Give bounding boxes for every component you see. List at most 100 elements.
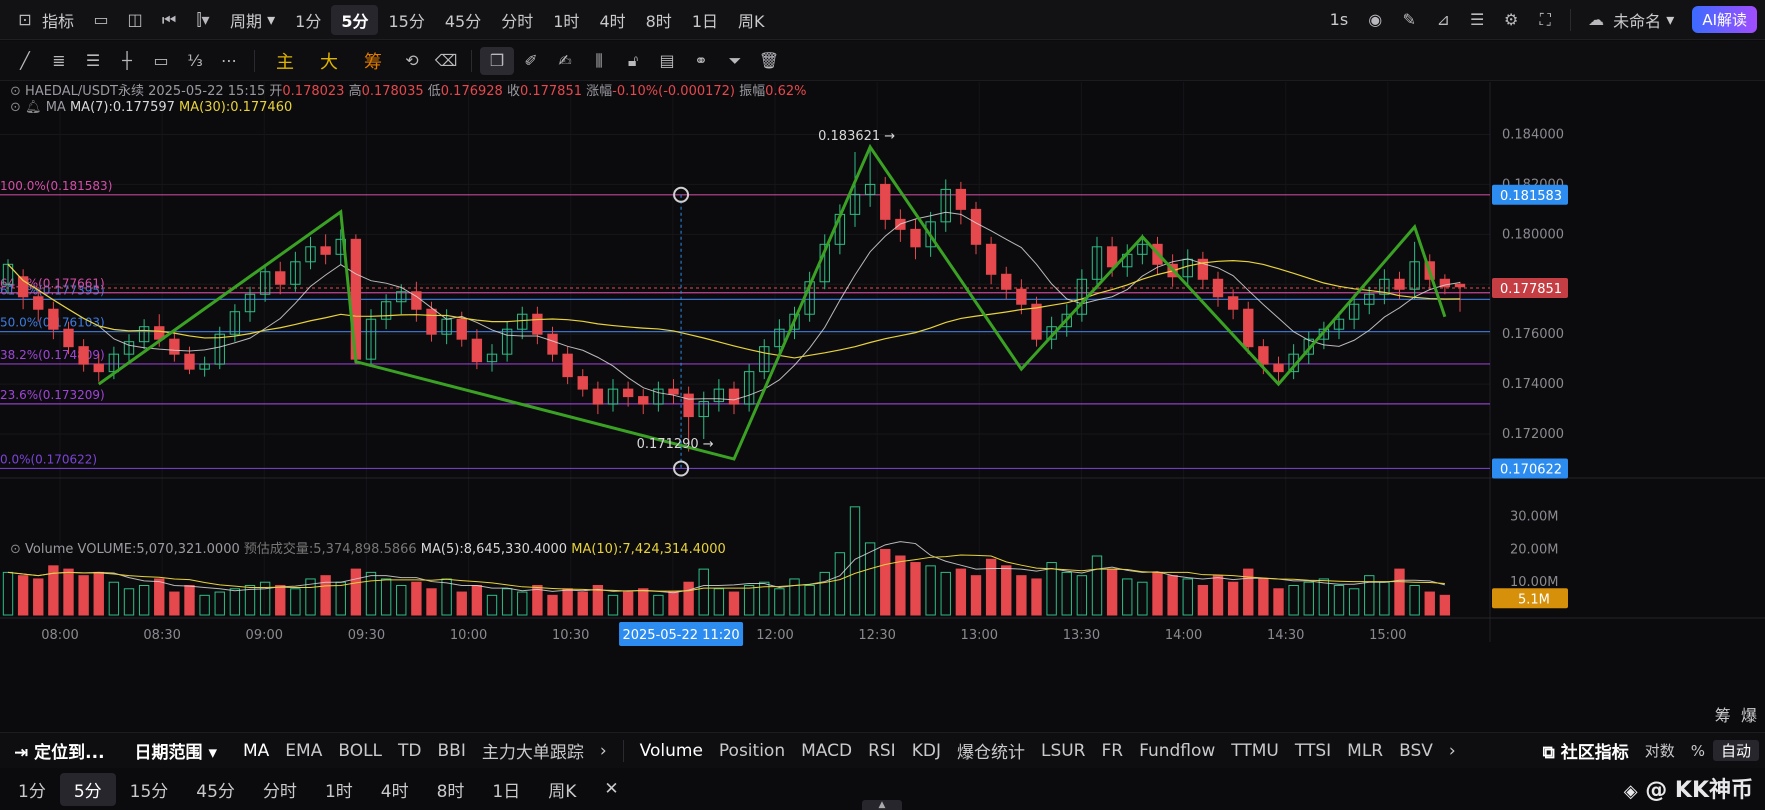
candle-body <box>1258 346 1269 365</box>
link-icon[interactable]: ⚭ <box>694 50 708 70</box>
big-order-toggle[interactable]: 大 <box>320 51 338 73</box>
top-timeframe-tab-5[interactable]: 1时 <box>553 11 580 31</box>
auto-toggle[interactable]: 自动 <box>1712 740 1759 761</box>
chip-side-toggle[interactable]: 筹 <box>1714 706 1731 725</box>
sub-indicator-3[interactable]: RSI <box>868 740 896 761</box>
candles-icon[interactable]: ⫼ <box>595 50 603 70</box>
rectangle-icon[interactable]: ▭ <box>153 50 169 70</box>
sub-indicator-9[interactable]: TTMU <box>1231 740 1279 761</box>
main-indicator-0[interactable]: MA <box>243 740 270 761</box>
timeframe-tabs: 1分 5分 15分 45分 分时 1时 4时 8时 1日 周K <box>285 0 774 40</box>
magnet-icon[interactable]: ⟲ <box>405 50 419 70</box>
indicator-icon[interactable]: ⊡ <box>18 9 32 29</box>
close-icon[interactable]: ✕ <box>604 779 619 799</box>
collapse-icon[interactable]: ⊙ <box>10 84 21 99</box>
main-indicator-3[interactable]: TD <box>398 740 422 761</box>
top-timeframe-tab-7[interactable]: 8时 <box>645 11 672 31</box>
top-timeframe-tab-6[interactable]: 4时 <box>599 11 626 31</box>
bottom-timeframe-tab-0[interactable]: 1分 <box>18 781 46 802</box>
chip-toggle[interactable]: 筹 <box>364 51 382 73</box>
bottom-timeframe-tab-3[interactable]: 45分 <box>196 781 235 802</box>
top-timeframe-tab-4[interactable]: 分时 <box>501 11 534 31</box>
replay-icon[interactable]: ⏮ <box>161 9 177 29</box>
log-toggle[interactable]: 对数 <box>1644 742 1675 760</box>
bottom-timeframe-tab-4[interactable]: 分时 <box>262 781 297 802</box>
edit-note-icon[interactable]: ▤ <box>659 50 675 70</box>
sub-indicator-11[interactable]: MLR <box>1347 740 1384 761</box>
layout-icon[interactable]: ◫ <box>127 9 143 29</box>
indicator-button[interactable]: 指标 <box>42 11 75 31</box>
sub-indicator-7[interactable]: FR <box>1101 740 1124 761</box>
list-icon[interactable]: ☰ <box>1470 9 1485 29</box>
eraser-icon[interactable]: ⌫ <box>434 50 458 70</box>
bottom-timeframe-tab-6[interactable]: 4时 <box>380 781 409 802</box>
sub-indicator-8[interactable]: Fundflow <box>1139 740 1216 761</box>
top-timeframe-tab-2[interactable]: 15分 <box>388 11 425 31</box>
ruler-icon[interactable]: ✐ <box>524 50 538 70</box>
community-indicators-button[interactable]: ⧉ 社区指标 <box>1542 743 1629 763</box>
bookmark-icon[interactable]: ❒ <box>480 46 514 75</box>
bottom-timeframe-tab-5[interactable]: 1时 <box>324 781 353 802</box>
alert-icon[interactable]: ⊿ <box>1436 9 1450 29</box>
percent-toggle[interactable]: % <box>1690 741 1705 760</box>
main-more-icon[interactable]: › <box>599 740 607 761</box>
burst-side-toggle[interactable]: 爆 <box>1740 706 1757 725</box>
main-indicator-1[interactable]: EMA <box>285 740 323 761</box>
settings-icon[interactable]: ⚙ <box>1504 9 1519 29</box>
ai-button[interactable]: AI解读 <box>1692 6 1757 33</box>
collapse-icon[interactable]: ⊙ <box>10 542 21 557</box>
filter-icon[interactable]: ⏷ <box>728 50 742 70</box>
crossline-icon[interactable]: ┼ <box>122 50 132 70</box>
sub-indicator-4[interactable]: KDJ <box>911 740 941 761</box>
brush-icon[interactable]: ✍ <box>558 50 572 70</box>
candlestick-chart[interactable]: 100.0%(0.181583)61.8%(0.177395)64.4%(0.1… <box>0 82 1765 722</box>
sub-indicator-6[interactable]: LSUR <box>1040 740 1086 761</box>
sub-indicator-12[interactable]: BSV <box>1399 740 1433 761</box>
top-timeframe-tab-0[interactable]: 1分 <box>295 11 322 31</box>
candle-type-icon[interactable]: ⫿▾ <box>196 9 210 29</box>
period-dropdown[interactable]: 周期 ▾ <box>220 0 285 40</box>
lock-icon[interactable]: 🔓︎ <box>627 50 639 70</box>
main-indicator-5[interactable]: 主力大单跟踪 <box>481 743 584 763</box>
sub-indicator-1[interactable]: Position <box>718 740 786 761</box>
main-chart-toggle[interactable]: 主 <box>276 51 294 73</box>
collapse-panel-handle[interactable]: ▲ <box>862 800 902 810</box>
bottom-timeframe-tab-8[interactable]: 1日 <box>492 781 521 802</box>
volume-tick-label: 20.00M <box>1510 542 1558 557</box>
parallel-lines-icon[interactable]: ≣ <box>52 50 66 70</box>
trendline-icon[interactable]: ╱ <box>20 50 30 70</box>
sub-indicator-2[interactable]: MACD <box>801 740 853 761</box>
sub-indicator-5[interactable]: 爆仓统计 <box>956 743 1025 763</box>
top-timeframe-tab-8[interactable]: 1日 <box>691 11 718 31</box>
bottom-timeframe-tab-7[interactable]: 8时 <box>436 781 465 802</box>
cloud-icon[interactable]: ☁ <box>1588 9 1605 29</box>
date-range-dropdown[interactable]: 日期范围 ▾ <box>134 743 217 763</box>
sub-indicator-10[interactable]: TTSI <box>1294 740 1332 761</box>
top-timeframe-tab-9[interactable]: 周K <box>738 11 765 31</box>
camera-icon[interactable]: ◉ <box>1368 9 1383 29</box>
collapse-icon[interactable]: ⊙ <box>10 100 21 115</box>
amp-label: 振幅 <box>739 84 766 99</box>
bottom-timeframe-tab-1[interactable]: 5分 <box>59 772 116 806</box>
top-timeframe-tab-3[interactable]: 45分 <box>444 11 482 31</box>
layout-name-dropdown[interactable]: 未命名 ▾ <box>1613 0 1684 40</box>
main-indicator-4[interactable]: BBI <box>437 740 466 761</box>
locate-button[interactable]: ⇥ 定位到... <box>14 743 105 763</box>
bell-icon[interactable]: 🔔︎ <box>25 100 42 115</box>
chart-area[interactable]: 100.0%(0.181583) 61.8%(0.177395) 64.4%(0.1… <box>0 82 1765 725</box>
top-timeframe-tab-1[interactable]: 5分 <box>331 4 379 35</box>
horizontal-lines-icon[interactable]: ☰ <box>85 50 101 70</box>
trash-icon[interactable]: 🗑︎ <box>758 50 780 70</box>
calendar-icon[interactable]: ▭ <box>93 9 109 29</box>
more-icon[interactable]: ⋯ <box>221 50 237 70</box>
main-indicator-2[interactable]: BOLL <box>338 740 383 761</box>
fib-tool-icon[interactable]: ⅓ <box>187 50 203 70</box>
bottom-timeframe-tab-2[interactable]: 15分 <box>129 781 169 802</box>
bottom-timeframe-tab-9[interactable]: 周K <box>548 781 577 802</box>
sub-indicator-0[interactable]: Volume <box>639 740 703 761</box>
fullscreen-icon[interactable]: ⛶ <box>1539 9 1551 29</box>
pen-icon[interactable]: ✎ <box>1402 9 1416 29</box>
interval-button[interactable]: 1s <box>1329 10 1349 29</box>
side-toggles: 筹 爆 <box>1715 702 1757 726</box>
sub-more-icon[interactable]: › <box>1448 740 1456 761</box>
